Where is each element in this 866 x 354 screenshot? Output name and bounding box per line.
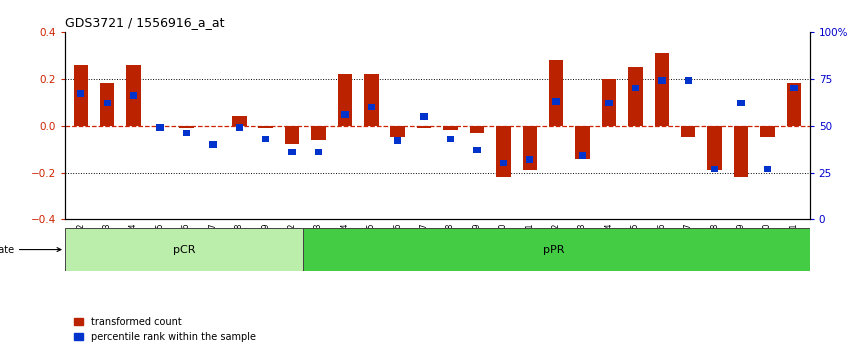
Bar xyxy=(77,91,85,97)
Bar xyxy=(285,126,300,144)
Bar xyxy=(262,136,269,142)
Bar xyxy=(658,78,665,84)
Bar xyxy=(578,153,586,159)
Bar xyxy=(157,124,164,131)
Bar xyxy=(65,228,302,271)
Bar xyxy=(364,74,378,126)
Bar xyxy=(126,65,141,126)
Bar xyxy=(391,126,405,137)
Bar xyxy=(764,166,771,172)
Bar xyxy=(628,67,643,126)
Bar xyxy=(258,126,273,128)
Bar xyxy=(500,160,507,166)
Bar xyxy=(232,116,247,126)
Bar xyxy=(711,166,718,172)
Bar xyxy=(311,126,326,140)
Bar xyxy=(183,130,191,136)
Bar xyxy=(553,98,560,104)
Bar xyxy=(447,136,455,142)
Bar xyxy=(130,92,138,99)
Bar xyxy=(737,100,745,107)
Text: disease state: disease state xyxy=(0,245,61,255)
Bar xyxy=(104,100,111,107)
Bar xyxy=(549,60,564,126)
Bar xyxy=(74,65,88,126)
Bar xyxy=(786,84,801,126)
Text: pCR: pCR xyxy=(172,245,195,255)
Bar xyxy=(338,74,352,126)
Bar xyxy=(655,53,669,126)
Bar xyxy=(100,84,114,126)
Bar xyxy=(734,126,748,177)
Bar xyxy=(708,126,722,170)
Bar xyxy=(605,100,612,107)
Bar xyxy=(575,126,590,159)
Bar xyxy=(314,149,322,155)
Bar xyxy=(367,104,375,110)
Bar xyxy=(760,126,775,137)
Bar xyxy=(302,228,810,271)
Bar xyxy=(473,147,481,153)
Legend: transformed count, percentile rank within the sample: transformed count, percentile rank withi… xyxy=(70,313,260,346)
Bar xyxy=(394,137,402,144)
Bar xyxy=(790,85,798,91)
Bar xyxy=(443,126,458,130)
Bar xyxy=(522,126,537,170)
Bar xyxy=(417,126,431,128)
Bar xyxy=(681,126,695,137)
Bar xyxy=(602,79,617,126)
Bar xyxy=(236,124,243,131)
Bar xyxy=(210,141,216,148)
Text: GDS3721 / 1556916_a_at: GDS3721 / 1556916_a_at xyxy=(65,16,224,29)
Bar xyxy=(684,78,692,84)
Bar xyxy=(526,156,533,163)
Bar xyxy=(341,111,349,118)
Bar xyxy=(288,149,296,155)
Bar xyxy=(469,126,484,133)
Bar xyxy=(631,85,639,91)
Bar xyxy=(496,126,511,177)
Bar xyxy=(420,113,428,120)
Bar xyxy=(179,126,194,128)
Text: pPR: pPR xyxy=(543,245,565,255)
